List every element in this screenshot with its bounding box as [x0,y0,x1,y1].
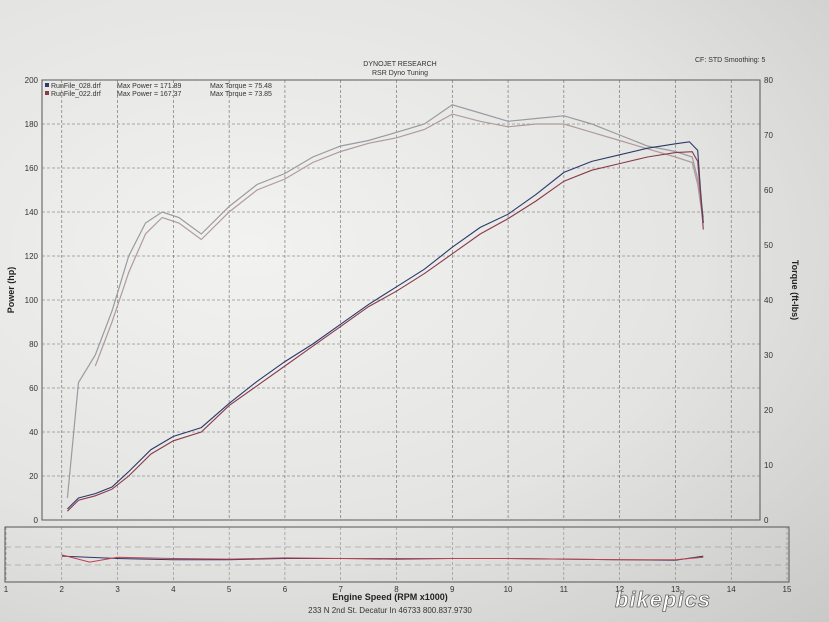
torque-line-2 [94,113,704,367]
y-right-tick-label: 50 [764,241,773,250]
y-left-tick-label: 60 [29,384,38,393]
main-grid [42,79,760,521]
legend-torque-2: Max Torque = 73.85 [210,91,272,98]
legend-file-1: RunFile_028.drf [51,83,101,90]
y-right-label: Torque (ft-lbs) [790,260,800,320]
power-line-2 [67,151,704,512]
legend-torque-1: Max Torque = 75.48 [210,83,272,90]
y-right-tick-label: 10 [764,461,773,470]
y-left-tick-label: 160 [25,164,39,173]
x-tick-label: 11 [560,585,569,594]
x-axis-ticks: 1 2 3 4 5 6 7 8 9 10 11 12 13 14 15 [4,585,792,594]
y-left-tick-label: 80 [29,340,38,349]
x-tick-label: 12 [615,585,624,594]
x-tick-label: 15 [783,585,792,594]
y-left-label: Power (hp) [6,267,16,314]
x-tick-label: 8 [394,585,399,594]
legend-power-2: Max Power = 167.37 [117,91,182,98]
legend-swatch-1 [45,83,49,87]
y-right-tick-label: 0 [764,516,769,525]
x-tick-label: 9 [450,585,455,594]
chart-subtitle: RSR Dyno Tuning [372,70,428,77]
x-tick-label: 13 [671,585,680,594]
y-right-tick-label: 60 [764,186,773,195]
x-axis-label: Engine Speed (RPM x1000) [332,592,448,602]
y-left-tick-label: 40 [29,428,38,437]
legend-file-2: RunFile_022.drf [51,91,101,98]
y-right-tick-label: 80 [764,76,773,85]
x-tick-label: 2 [60,585,65,594]
legend-power-1: Max Power = 171.89 [117,83,182,90]
x-tick-label: 4 [171,585,176,594]
y-right-tick-label: 70 [764,131,773,140]
y-right-tick-label: 30 [764,351,773,360]
x-tick-label: 10 [504,585,513,594]
chart-settings: CF: STD Smoothing: 5 [695,57,766,64]
y-left-tick-label: 200 [25,76,39,85]
torque-line-1 [66,104,704,499]
x-tick-label: 5 [227,585,232,594]
bottom-grid [5,527,789,582]
x-tick-label: 6 [283,585,288,594]
y-left-tick-label: 180 [25,120,39,129]
y-left-tick-label: 20 [29,472,38,481]
y-left-tick-label: 0 [34,516,39,525]
power-line-1 [67,141,704,510]
bottom-panel-frame [4,526,790,583]
y-left-tick-label: 140 [25,208,39,217]
legend-swatch-2 [45,91,49,95]
x-tick-label: 1 [4,585,9,594]
y-right-tick-label: 20 [764,406,773,415]
bottom-series-layer [61,554,704,563]
y-left-tick-label: 120 [25,252,39,261]
legend: RunFile_028.drf Max Power = 171.89 Max T… [45,83,272,98]
series-layer [66,104,704,512]
right-axis-ticks: 0 10 20 30 40 50 60 70 80 [764,76,773,525]
left-axis-ticks: 0 20 40 60 80 100 120 140 160 180 200 [25,76,39,525]
x-tick-label: 3 [115,585,120,594]
bottom-line-2 [61,554,704,563]
x-tick-label: 7 [338,585,343,594]
x-tick-label: 14 [727,585,736,594]
y-right-tick-label: 40 [764,296,773,305]
y-left-tick-label: 100 [25,296,39,305]
chart-title: DYNOJET RESEARCH [363,61,436,68]
footer-address: 233 N 2nd St. Decatur In 46733 800.837.9… [308,606,472,615]
bikepics-watermark: bikepics [615,587,711,612]
